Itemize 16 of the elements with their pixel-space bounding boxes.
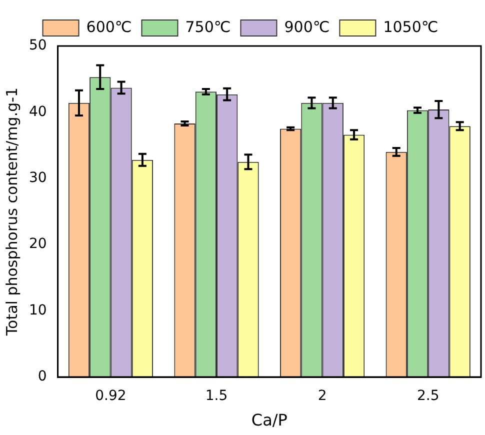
x-axis-title: Ca/P <box>251 410 288 430</box>
y-tick-label: 20 <box>28 236 47 252</box>
y-tick-label: 40 <box>28 104 47 120</box>
y-axis-title: Total phosphorus content/mg.g-1 <box>2 87 21 337</box>
x-tick-label: 0.92 <box>95 388 126 404</box>
x-tick-label: 2 <box>318 388 327 404</box>
y-tick-label: 0 <box>38 368 47 385</box>
legend-label: 900℃ <box>284 18 330 36</box>
x-tick-label: 2.5 <box>416 388 440 404</box>
legend-label: 1050℃ <box>383 18 438 36</box>
legend-label: 750℃ <box>185 18 231 36</box>
y-tick-label: 30 <box>28 170 47 186</box>
legend-label: 600℃ <box>86 18 132 36</box>
y-tick-label: 50 <box>28 38 47 54</box>
x-tick-label: 1.5 <box>205 388 228 404</box>
y-tick-label: 10 <box>28 302 47 318</box>
